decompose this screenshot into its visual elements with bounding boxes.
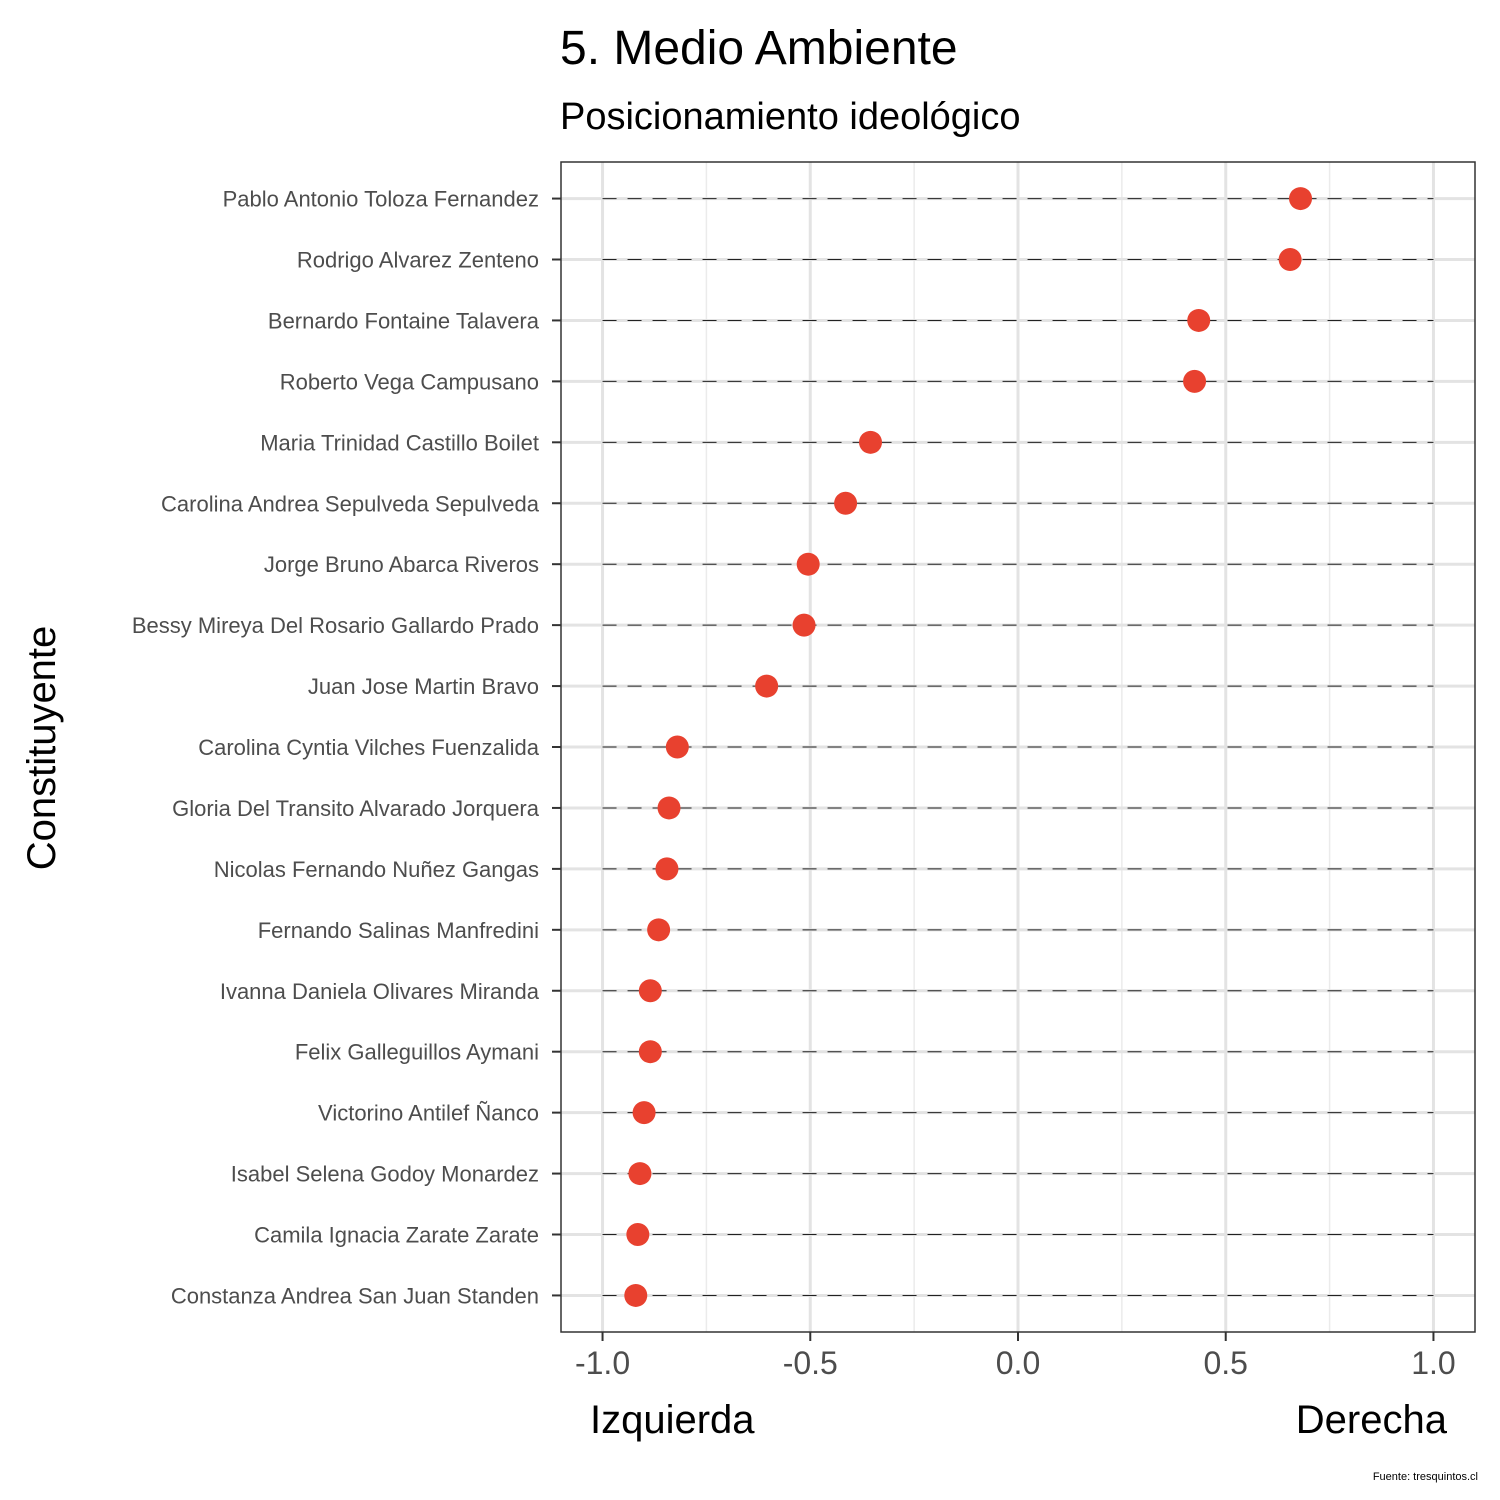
y-tick-label: Rodrigo Alvarez Zenteno <box>297 248 539 273</box>
data-point <box>647 918 671 942</box>
data-point <box>626 1223 650 1246</box>
data-point <box>632 1101 656 1125</box>
data-point <box>792 613 816 637</box>
x-tick-label: -0.5 <box>783 1345 838 1381</box>
y-tick-label: Felix Galleguillos Aymani <box>295 1040 539 1065</box>
data-point <box>796 552 820 576</box>
y-tick-label: Pablo Antonio Toloza Fernandez <box>223 187 539 212</box>
y-tick-label: Juan Jose Martin Bravo <box>308 674 539 699</box>
x-tick-label: 1.0 <box>1411 1345 1455 1381</box>
x-tick-label: 0.0 <box>996 1345 1040 1381</box>
y-tick-label: Victorino Antilef Ñanco <box>318 1101 539 1126</box>
data-point <box>655 857 679 881</box>
y-tick-label: Carolina Andrea Sepulveda Sepulveda <box>161 491 540 516</box>
y-tick-label: Roberto Vega Campusano <box>280 369 539 394</box>
data-point <box>638 1040 662 1064</box>
x-tick-label: -1.0 <box>575 1345 630 1381</box>
y-tick-label: Camila Ignacia Zarate Zarate <box>254 1223 539 1248</box>
data-points <box>624 187 1313 1307</box>
data-point <box>628 1162 652 1186</box>
y-tick-label: Bernardo Fontaine Talavera <box>268 308 540 333</box>
grid <box>561 162 1475 1332</box>
chart-title: 5. Medio Ambiente <box>560 22 958 75</box>
dashed-lines <box>602 198 1434 1296</box>
y-axis: Pablo Antonio Toloza Fernandez Rodrigo Al… <box>132 187 561 1308</box>
data-point <box>665 735 689 759</box>
data-point <box>859 430 883 454</box>
y-tick-label: Jorge Bruno Abarca Riveros <box>264 552 539 577</box>
y-tick-label: Fernando Salinas Manfredini <box>258 918 539 943</box>
data-point <box>834 491 858 515</box>
x-tick-label: 0.5 <box>1203 1345 1247 1381</box>
y-tick-label: Carolina Cyntia Vilches Fuenzalida <box>198 735 540 760</box>
data-point <box>1183 369 1207 393</box>
plot-area <box>560 161 1476 1333</box>
source-note: Fuente: tresquintos.cl <box>1373 1471 1478 1483</box>
y-tick-label: Gloria Del Transito Alvarado Jorquera <box>172 796 540 821</box>
y-tick-label: Nicolas Fernando Nuñez Gangas <box>214 857 539 882</box>
y-tick-label: Constanza Andrea San Juan Standen <box>171 1283 539 1308</box>
y-tick-label: Maria Trinidad Castillo Boilet <box>260 430 539 455</box>
data-point <box>638 979 662 1003</box>
y-tick-label: Isabel Selena Godoy Monardez <box>231 1162 539 1187</box>
y-axis-label: Constituyente <box>20 626 64 871</box>
y-tick-label: Ivanna Daniela Olivares Miranda <box>220 979 540 1004</box>
data-point <box>755 674 779 698</box>
data-point <box>1289 187 1313 211</box>
chart-subtitle: Posicionamiento ideológico <box>560 96 1021 138</box>
data-point <box>624 1283 648 1307</box>
data-point <box>657 796 681 820</box>
x-axis-right-label: Derecha <box>1296 1398 1448 1442</box>
data-point <box>1278 248 1302 271</box>
y-tick-label: Bessy Mireya Del Rosario Gallardo Prado <box>132 613 539 638</box>
x-axis-left-label: Izquierda <box>590 1398 755 1442</box>
x-axis: -1.0 -0.5 0.0 0.5 1.0 <box>575 1332 1456 1381</box>
data-point <box>1187 308 1211 332</box>
